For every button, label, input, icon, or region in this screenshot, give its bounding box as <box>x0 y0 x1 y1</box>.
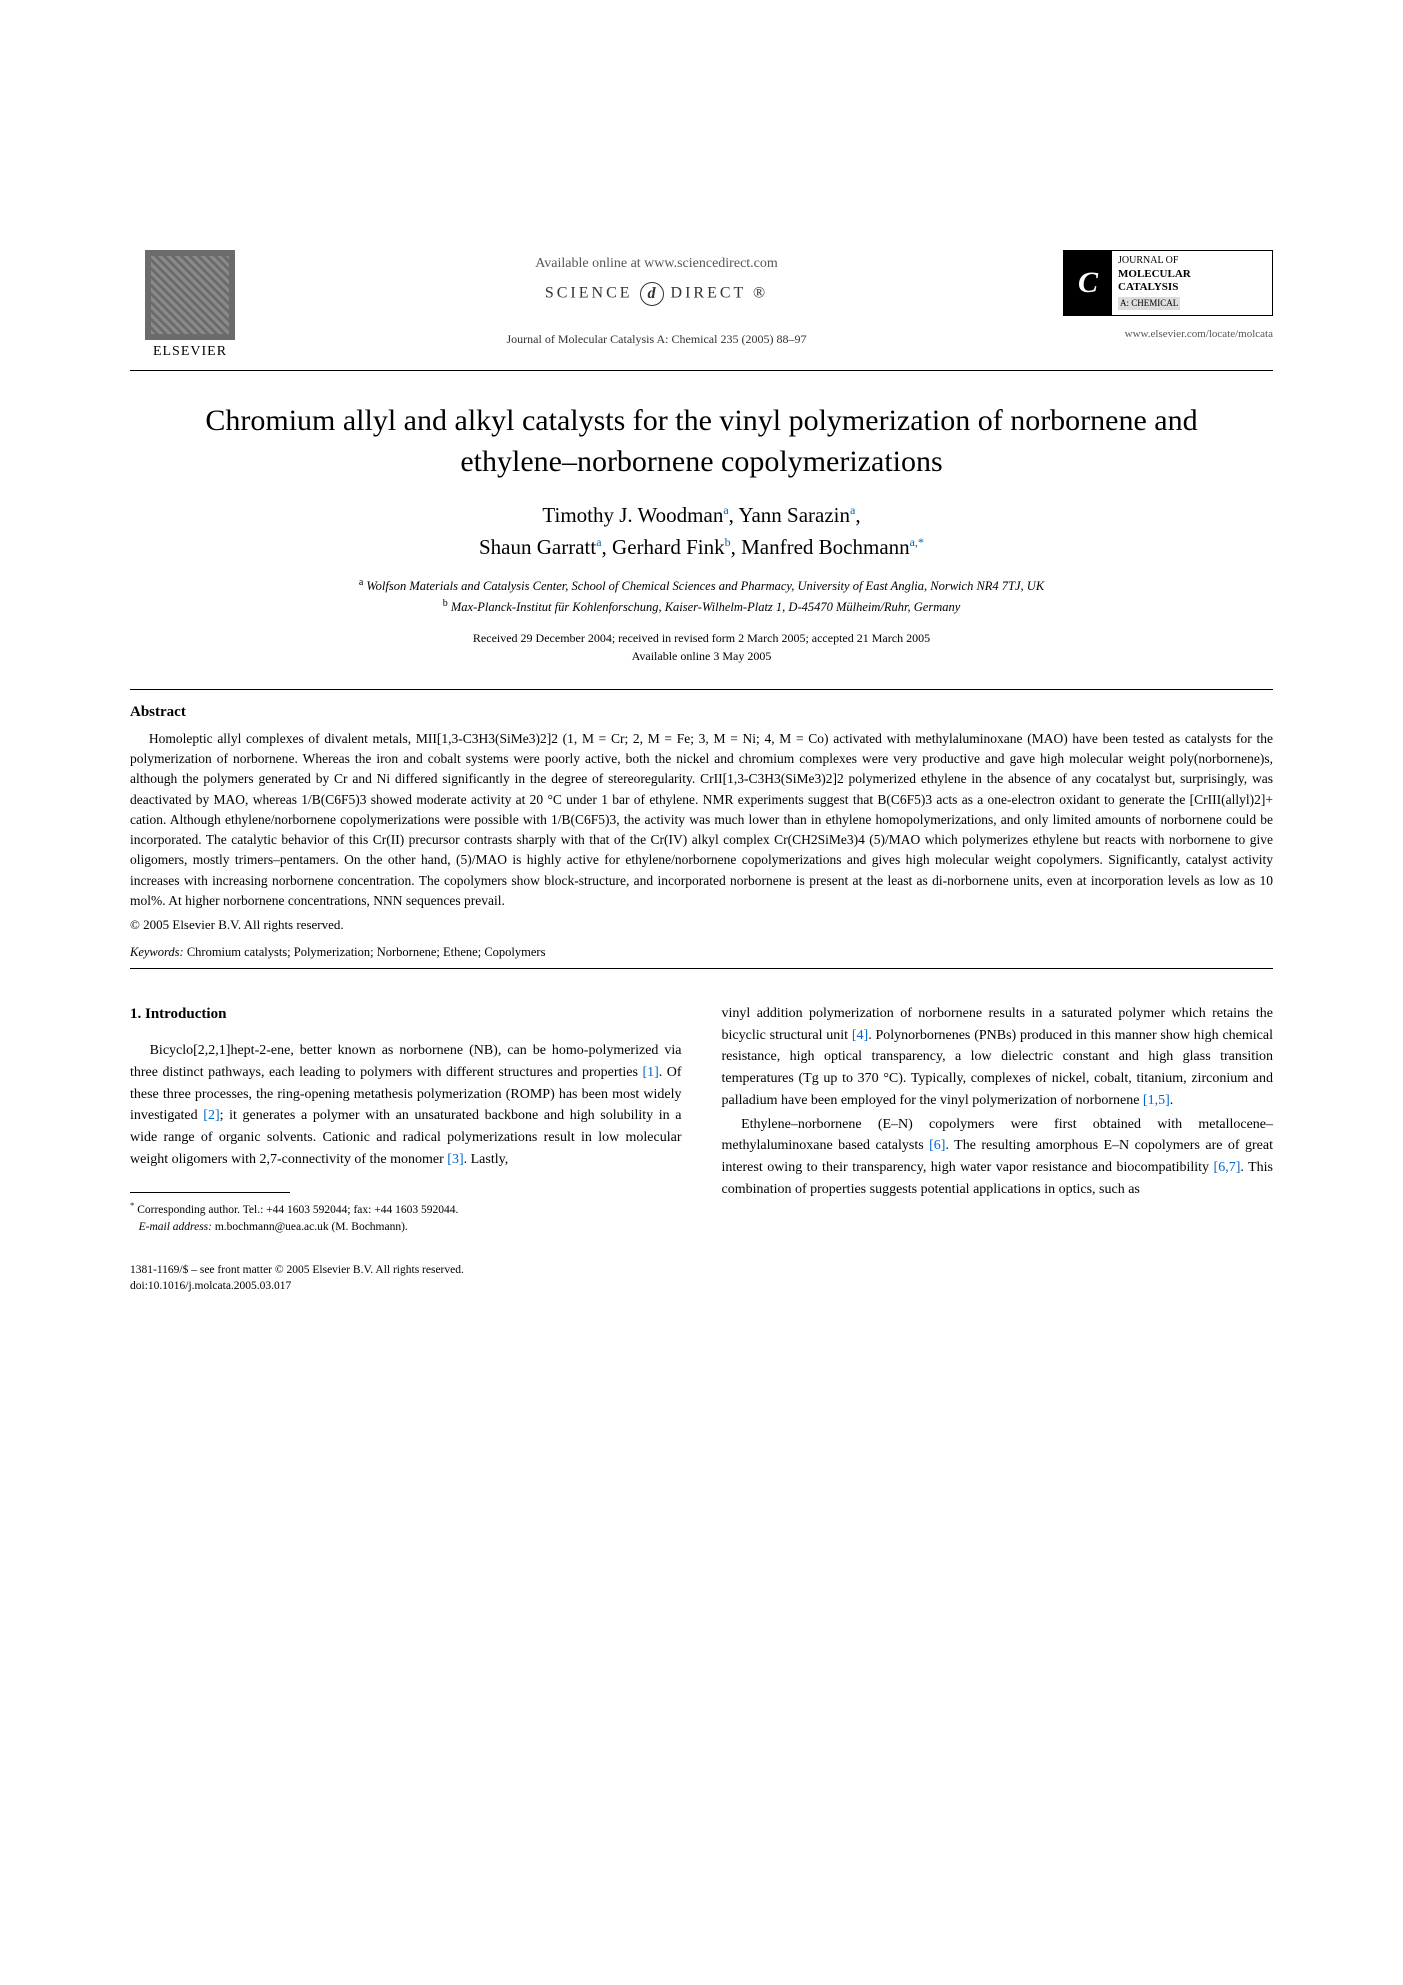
corresponding-footnote: * Corresponding author. Tel.: +44 1603 5… <box>130 1199 682 1235</box>
journal-url: www.elsevier.com/locate/molcata <box>1063 328 1273 340</box>
abstract-body: Homoleptic allyl complexes of divalent m… <box>130 729 1273 911</box>
author-4: Gerhard Fink <box>612 535 725 559</box>
author-5-affil: a, <box>910 535 918 549</box>
publisher-block: ELSEVIER <box>130 250 250 360</box>
online-date: Available online 3 May 2005 <box>130 647 1273 665</box>
authors: Timothy J. Woodmana, Yann Sarazina, Shau… <box>130 500 1273 563</box>
ref-link-3[interactable]: [3] <box>447 1152 463 1167</box>
received-date: Received 29 December 2004; received in r… <box>130 629 1273 647</box>
ref-link-2[interactable]: [2] <box>203 1108 219 1123</box>
keywords: Keywords: Chromium catalysts; Polymeriza… <box>130 945 1273 960</box>
intro-text-2c: . <box>1170 1093 1174 1108</box>
publisher-name: ELSEVIER <box>130 344 250 360</box>
footnote-corr: * Corresponding author. Tel.: +44 1603 5… <box>130 1199 682 1219</box>
footnote-separator <box>130 1192 290 1193</box>
abstract-text: Homoleptic allyl complexes of divalent m… <box>130 729 1273 911</box>
abstract-top-rule <box>130 689 1273 690</box>
footnote-email: m.bochmann@uea.ac.uk (M. Bochmann). <box>215 1221 408 1233</box>
page: ELSEVIER Available online at www.science… <box>0 0 1403 1355</box>
ref-link-6[interactable]: [6] <box>929 1138 945 1153</box>
journal-line2: MOLECULAR <box>1118 268 1191 282</box>
column-right: vinyl addition polymerization of norborn… <box>722 1003 1274 1236</box>
ref-link-4[interactable]: [4] <box>852 1028 868 1043</box>
affiliation-a: a Wolfson Materials and Catalysis Center… <box>130 575 1273 596</box>
sd-word1: SCIENCE <box>545 285 633 302</box>
corresponding-star: * <box>918 535 924 549</box>
keywords-text: Chromium catalysts; Polymerization; Norb… <box>187 945 546 959</box>
footnote-corr-text: Corresponding author. Tel.: +44 1603 592… <box>137 1204 458 1216</box>
intro-text-1d: . Lastly, <box>464 1152 509 1167</box>
abstract-bottom-rule <box>130 968 1273 969</box>
elsevier-tree-icon <box>145 250 235 340</box>
body-columns: 1. Introduction Bicyclo[2,2,1]hept-2-ene… <box>130 1003 1273 1236</box>
affiliation-b: b Max-Planck-Institut für Kohlenforschun… <box>130 596 1273 617</box>
author-2: Yann Sarazin <box>738 503 850 527</box>
journal-line4: A: CHEMICAL <box>1118 297 1180 310</box>
ref-link-5[interactable]: [1,5] <box>1143 1093 1170 1108</box>
sd-d-icon: d <box>640 282 664 306</box>
sd-reg: ® <box>753 285 768 302</box>
sep: , <box>729 503 739 527</box>
header-row: ELSEVIER Available online at www.science… <box>130 250 1273 360</box>
journal-c-icon: C <box>1064 251 1112 315</box>
article-title: Chromium allyl and alkyl catalysts for t… <box>190 401 1213 482</box>
introduction-heading: 1. Introduction <box>130 1003 682 1026</box>
intro-paragraph-1-cont: vinyl addition polymerization of norborn… <box>722 1003 1274 1111</box>
journal-logo-row: C JOURNAL OF MOLECULAR CATALYSIS A: CHEM… <box>1063 250 1273 316</box>
doi-line: doi:10.1016/j.molcata.2005.03.017 <box>130 1278 1273 1295</box>
keywords-label: Keywords: <box>130 945 184 959</box>
author-3: Shaun Garratt <box>479 535 596 559</box>
ref-link-1[interactable]: [1] <box>642 1065 658 1080</box>
sep: , <box>855 503 860 527</box>
journal-line1: JOURNAL OF <box>1118 255 1191 268</box>
intro-paragraph-1: Bicyclo[2,2,1]hept-2-ene, better known a… <box>130 1040 682 1170</box>
ref-link-7[interactable]: [6,7] <box>1214 1160 1241 1175</box>
available-online-text: Available online at www.sciencedirect.co… <box>250 256 1063 272</box>
footnote-email-line: E-mail address: m.bochmann@uea.ac.uk (M.… <box>130 1219 682 1236</box>
journal-line3: CATALYSIS <box>1118 281 1191 295</box>
footnote-email-label: E-mail address: <box>139 1221 212 1233</box>
abstract-heading: Abstract <box>130 704 1273 721</box>
column-left: 1. Introduction Bicyclo[2,2,1]hept-2-ene… <box>130 1003 682 1236</box>
front-matter-line: 1381-1169/$ – see front matter © 2005 El… <box>130 1262 1273 1279</box>
sd-word2: DIRECT <box>671 285 746 302</box>
doi-block: 1381-1169/$ – see front matter © 2005 El… <box>130 1262 1273 1295</box>
author-1: Timothy J. Woodman <box>542 503 723 527</box>
journal-block: C JOURNAL OF MOLECULAR CATALYSIS A: CHEM… <box>1063 250 1273 340</box>
affiliation-b-text: Max-Planck-Institut für Kohlenforschung,… <box>451 600 960 614</box>
article-dates: Received 29 December 2004; received in r… <box>130 629 1273 665</box>
sep: , <box>731 535 742 559</box>
journal-reference: Journal of Molecular Catalysis A: Chemic… <box>250 332 1063 347</box>
copyright-line: © 2005 Elsevier B.V. All rights reserved… <box>130 917 1273 933</box>
center-header: Available online at www.sciencedirect.co… <box>250 250 1063 347</box>
intro-text-1a: Bicyclo[2,2,1]hept-2-ene, better known a… <box>130 1043 682 1080</box>
affiliation-a-text: Wolfson Materials and Catalysis Center, … <box>366 579 1044 593</box>
intro-paragraph-2: Ethylene–norbornene (E–N) copolymers wer… <box>722 1114 1274 1201</box>
sep: , <box>602 535 613 559</box>
journal-title-box: JOURNAL OF MOLECULAR CATALYSIS A: CHEMIC… <box>1112 251 1197 315</box>
sciencedirect-logo: SCIENCE d DIRECT ® <box>250 282 1063 306</box>
author-5: Manfred Bochmann <box>741 535 910 559</box>
affiliations: a Wolfson Materials and Catalysis Center… <box>130 575 1273 617</box>
header-rule <box>130 370 1273 371</box>
